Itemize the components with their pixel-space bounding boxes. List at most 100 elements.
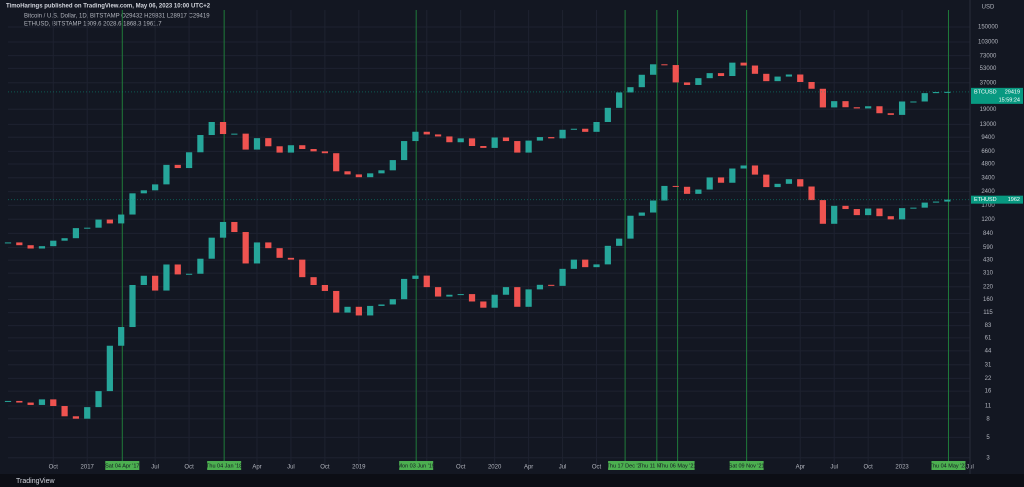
x-tick-label: Jul — [830, 465, 838, 471]
candle — [582, 259, 589, 268]
price-tag — [971, 195, 1023, 204]
candle — [140, 275, 147, 285]
candle — [468, 138, 476, 147]
candle — [706, 73, 713, 79]
candle — [310, 149, 317, 152]
candle — [921, 93, 928, 102]
candle — [208, 121, 215, 136]
x-tick-label: Oct — [320, 465, 330, 471]
candle — [423, 131, 430, 135]
candle — [4, 400, 12, 402]
candle — [502, 287, 510, 295]
candle — [910, 207, 917, 209]
candle — [808, 81, 815, 89]
x-tick-label: Jul — [287, 465, 295, 471]
x-tick-label: Jul — [559, 465, 567, 471]
candle — [287, 257, 295, 260]
marker-label: Thu 06 May '21 — [659, 463, 697, 469]
candle — [333, 153, 340, 172]
candle — [378, 304, 385, 306]
candle — [604, 107, 611, 122]
candle — [389, 160, 396, 171]
x-tick-label: Oct — [863, 465, 873, 471]
y-tick-label: 44 — [985, 348, 992, 354]
candle — [152, 275, 159, 291]
candle — [853, 107, 860, 109]
candle — [367, 173, 374, 178]
candle — [4, 242, 12, 244]
candle — [819, 200, 826, 224]
y-tick-label: 1700 — [981, 203, 995, 209]
y-tick-label: 11 — [985, 404, 992, 410]
candle — [797, 179, 804, 187]
x-tick-label: Oct — [49, 465, 59, 471]
candle — [299, 259, 306, 278]
y-tick-label: 590 — [983, 245, 994, 251]
candle — [853, 209, 860, 216]
candle — [321, 151, 329, 154]
candle — [921, 202, 928, 208]
marker-label: Thu 04 May '23 — [930, 463, 968, 469]
candle — [106, 345, 113, 392]
candle — [649, 200, 657, 213]
y-tick-label: 16 — [985, 389, 992, 395]
y-tick-label: 2400 — [981, 189, 995, 195]
y-tick-label: 61 — [985, 335, 992, 341]
candle — [865, 208, 872, 216]
x-tick-label: Jul — [151, 465, 159, 471]
candle — [208, 237, 215, 259]
candle — [898, 101, 906, 115]
candle — [638, 212, 645, 216]
y-tick-label: 430 — [983, 258, 994, 264]
candle — [548, 137, 555, 139]
y-tick-label: 22 — [985, 376, 992, 382]
candle — [197, 258, 204, 274]
candle — [876, 208, 883, 217]
candle — [627, 87, 634, 93]
marker-tag — [729, 461, 764, 470]
candle — [638, 74, 645, 88]
candle — [185, 152, 193, 169]
candle — [333, 290, 340, 313]
candle — [559, 129, 566, 139]
x-tick-label: 2023 — [895, 465, 909, 471]
marker-tag — [207, 461, 242, 470]
y-tick-label: 5 — [986, 435, 990, 441]
x-tick-label: Apr — [252, 465, 261, 471]
candle — [729, 62, 736, 77]
candle — [16, 242, 23, 246]
candle — [785, 74, 793, 77]
candle — [842, 205, 849, 210]
x-tick-label: 2020 — [488, 465, 502, 471]
price-tag — [971, 87, 1023, 104]
candle — [616, 238, 623, 246]
brand: TradingView — [16, 478, 55, 485]
candle — [457, 294, 464, 296]
candle — [446, 294, 453, 297]
candle — [174, 164, 181, 169]
candle — [265, 138, 272, 147]
candle — [401, 278, 408, 300]
candle — [876, 106, 883, 114]
marker-label: Thu 17 Dec '20 — [607, 463, 644, 469]
candle — [152, 184, 159, 191]
candle — [276, 146, 283, 153]
candle — [661, 64, 668, 66]
candle — [910, 101, 917, 103]
candle — [423, 275, 430, 288]
y-tick-label: 310 — [983, 271, 994, 277]
marker-tag — [931, 461, 966, 470]
candle — [831, 101, 838, 108]
candle — [129, 193, 136, 215]
candle — [378, 170, 385, 174]
marker-tag — [660, 461, 695, 470]
candle — [61, 406, 68, 417]
candle — [50, 240, 57, 247]
currency: USD — [982, 5, 995, 11]
candle — [525, 140, 532, 153]
marker-tag — [608, 461, 643, 470]
candle — [740, 165, 747, 169]
candle — [72, 416, 80, 419]
candle — [61, 238, 68, 241]
